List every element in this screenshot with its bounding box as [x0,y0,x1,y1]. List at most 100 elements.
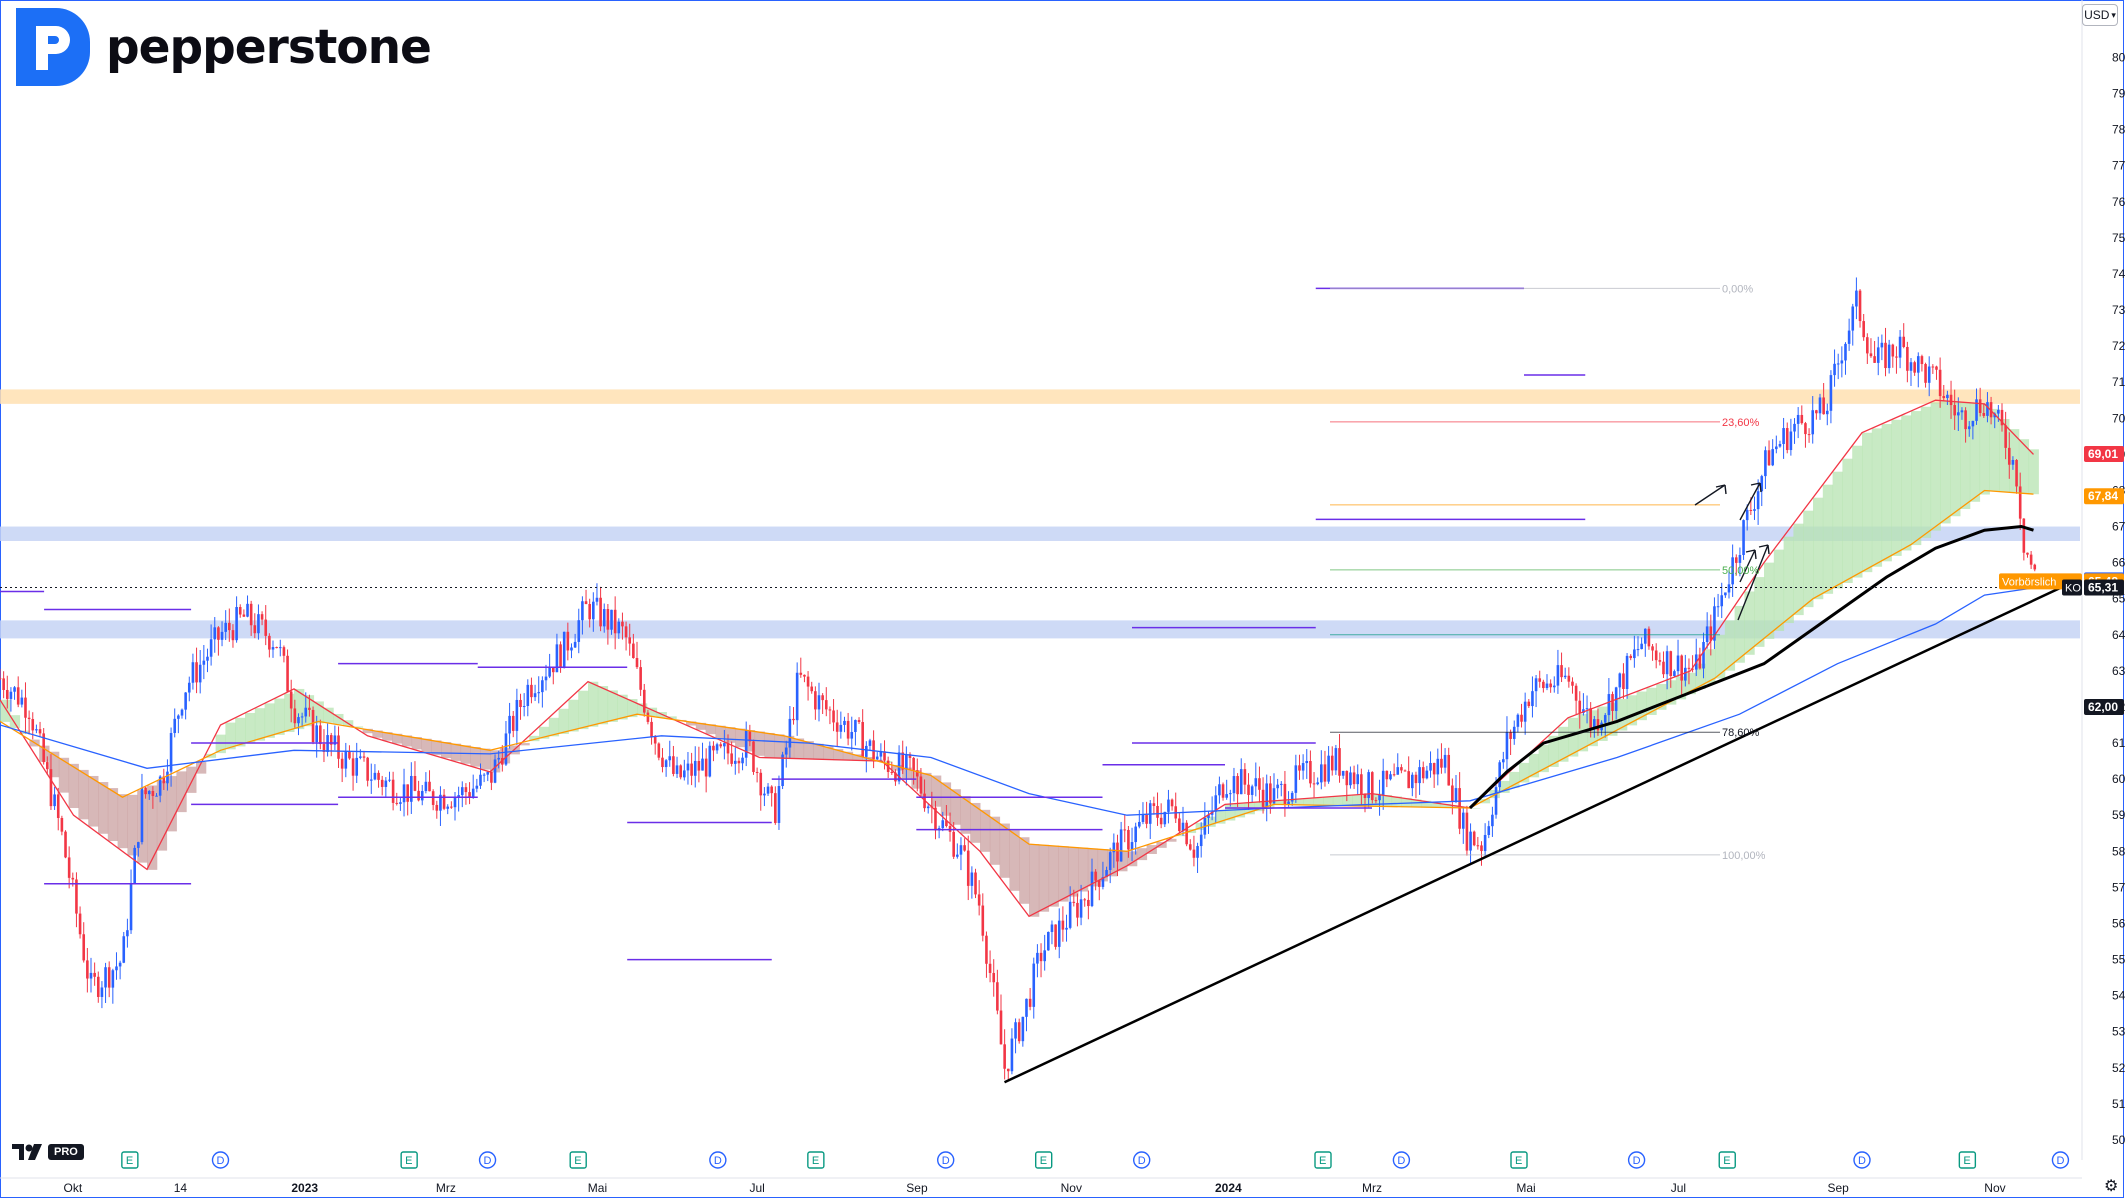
candle-body [253,625,257,634]
candle-body [828,709,832,711]
brand-header: pepperstone [8,4,432,90]
ema-ribbon-segment [1950,401,1961,517]
candle-body [1436,758,1440,775]
ema-ribbon-segment [1881,424,1892,562]
ema-ribbon-segment [1225,804,1236,821]
candle-body [235,607,238,641]
ema-ribbon-segment [441,742,452,758]
candle-body [1869,353,1873,357]
candle-body [257,614,260,634]
ema-ribbon-segment [1803,510,1814,608]
earnings-marker-label: E [812,1155,819,1167]
price-axis-tick: 67,00 [2112,520,2126,534]
candle-body [515,699,519,731]
price-axis-tick: 70,00 [2112,411,2126,425]
currency-selector[interactable]: USD ▾ [2082,4,2118,26]
candle-body [919,776,923,794]
candle-body [1181,822,1185,832]
candle-body [1265,783,1269,807]
ema-ribbon-segment [1832,471,1843,589]
dividend-marker-label: D [217,1155,225,1167]
candle-body [551,667,555,673]
candle-body [177,715,180,719]
dividend-marker-label: D [2056,1155,2064,1167]
candle-body [1866,337,1869,354]
candle-body [1141,814,1145,822]
ema-ribbon-segment [88,775,99,827]
candle-body [770,786,773,794]
candle-body [1804,423,1807,435]
ema-ribbon-segment [1528,753,1540,778]
candle-body [191,662,195,683]
candle-body [941,820,945,829]
currency-label: USD [2084,8,2110,22]
candle-body [777,786,781,823]
candle-body [526,684,530,707]
candle-body [238,607,242,615]
candle-body [1385,770,1389,780]
price-label-box [2084,488,2124,505]
earnings-marker-icon [400,1151,418,1169]
candle-body [1563,675,1567,678]
ema-ribbon-segment [1499,780,1510,793]
tradingview-logo-icon [12,1144,42,1160]
candle-body [442,794,446,809]
candle-body [683,770,686,778]
candle-body [333,735,337,745]
ema-ribbon-segment [1519,762,1530,783]
candle-body [1403,770,1407,772]
candle-body [1975,399,1978,421]
candle-body [559,644,562,669]
candle-body [788,718,792,748]
candle-body [821,695,824,701]
ema-ribbon-segment [529,735,540,742]
candle-body [67,857,71,878]
candle-body [2004,425,2007,448]
candle-body [606,609,610,630]
candle-body [1745,509,1749,521]
candle-body [1236,776,1239,795]
candle-body [723,743,726,747]
candle-body [1855,290,1858,307]
ema-ribbon-segment [1274,800,1285,805]
candle-body [344,751,348,769]
candle-body [220,631,224,640]
gear-icon[interactable]: ⚙ [2104,1178,2119,1195]
ema-ribbon-segment [539,726,550,739]
ema-ribbon-segment [1734,605,1745,663]
candle-body [868,740,872,746]
ema-ribbon-segment [1009,830,1020,891]
ema-ribbon-segment [196,762,207,774]
candle-body [286,655,289,692]
candle-body [202,660,206,665]
candle-body [628,637,632,644]
candle-body [1807,434,1811,436]
ema-ribbon-segment [166,776,177,832]
platform-badge: PRO [10,1140,84,1164]
price-axis-tick: 53,00 [2112,1025,2126,1039]
candle-body [1534,678,1538,692]
candle-body [835,722,839,732]
candle-body [46,762,49,770]
candle-body [13,687,16,692]
candle-body [1512,726,1516,739]
candle-body [1472,831,1476,846]
candle-body [701,758,704,771]
ema-ribbon-segment [362,728,373,734]
ema-ribbon-segment [1558,726,1569,762]
ema-ribbon-segment [147,785,158,870]
candle-body [151,790,155,797]
candle-body [75,879,78,914]
candle-body [890,771,894,773]
candle-body [1090,871,1094,907]
candle-body [1414,774,1418,784]
ema-ribbon-segment [1617,699,1628,731]
candle-body [100,987,104,997]
candle-body [1407,771,1410,789]
candle-body [1935,366,1938,370]
candle-body [348,751,351,759]
candle-body [1902,336,1906,347]
candle-body [1323,764,1327,782]
candle-body [1083,899,1087,901]
